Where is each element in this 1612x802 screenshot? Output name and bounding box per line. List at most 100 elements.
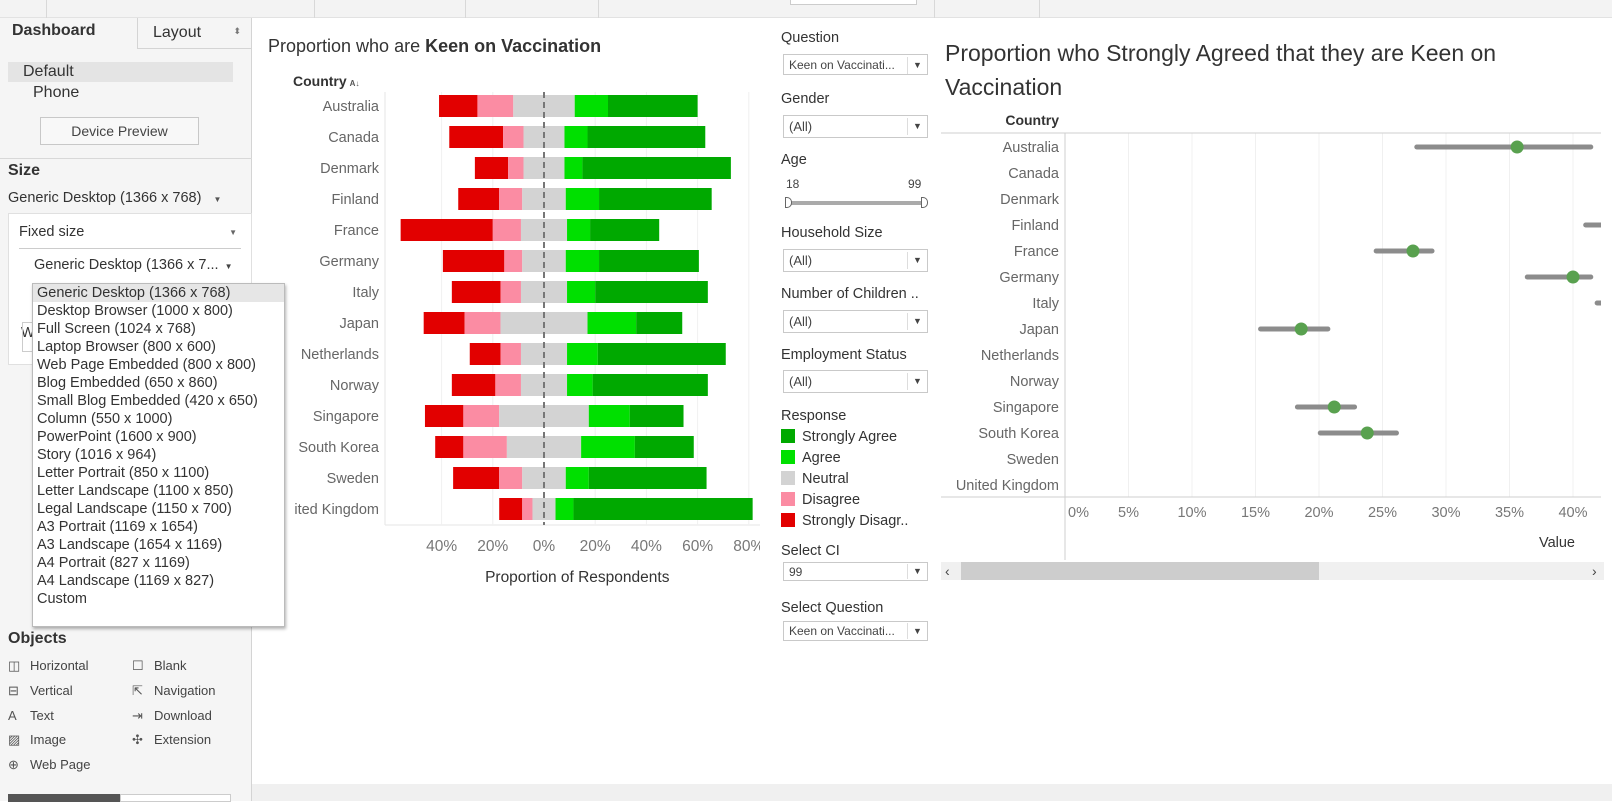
size-option[interactable]: Custom <box>37 591 87 607</box>
age-max-handle[interactable] <box>921 197 928 208</box>
gender-dropdown[interactable]: (All) ▼ <box>783 115 928 138</box>
bar-disagree <box>499 467 523 489</box>
chevron-down-icon: ▼ <box>907 57 927 74</box>
age-min-handle[interactable] <box>785 197 792 208</box>
point-estimate <box>1360 426 1374 440</box>
country-label: Singapore <box>313 409 379 425</box>
download-icon: ⇥ <box>132 707 143 723</box>
x-axis-title: Proportion of Respondents <box>485 569 670 586</box>
size-option[interactable]: Generic Desktop (1366 x 768) <box>33 284 284 302</box>
size-option[interactable]: A3 Portrait (1169 x 1654) <box>37 519 198 535</box>
bar-agree <box>564 126 588 148</box>
legend-item-agree[interactable]: Agree <box>781 450 841 466</box>
bar-agree <box>567 281 596 303</box>
size-mode-select[interactable]: Fixed size ▼ <box>19 224 241 249</box>
bar-agree <box>555 498 574 520</box>
size-option[interactable]: Legal Landscape (1150 x 700) <box>37 501 232 517</box>
bar-strongly-disagree <box>451 374 496 396</box>
bar-strongly-agree <box>634 436 694 458</box>
size-option[interactable]: A4 Landscape (1169 x 827) <box>37 573 215 589</box>
x-tick-label: 20% <box>580 538 611 555</box>
country-label: Netherlands <box>301 347 379 363</box>
bottom-strip <box>252 784 1612 801</box>
country-label: Italy <box>1032 296 1059 312</box>
object-blank[interactable]: ☐ Blank <box>132 658 187 674</box>
country-label: Sweden <box>1007 452 1059 468</box>
bar-strongly-agree <box>599 250 699 272</box>
tab-layout-label: Layout <box>153 24 202 41</box>
bar-strongly-disagree <box>442 250 505 272</box>
tab-layout[interactable]: Layout ⬍ <box>137 18 252 49</box>
chevron-down-icon: ▼ <box>907 373 927 390</box>
legend-item-neutral[interactable]: Neutral <box>781 471 849 487</box>
size-option[interactable]: Letter Landscape (1100 x 850) <box>37 483 234 499</box>
size-option[interactable]: Web Page Embedded (800 x 800) <box>37 357 256 373</box>
bar-strongly-disagree <box>453 467 500 489</box>
sort-az-icon[interactable]: A↓ <box>349 79 360 88</box>
top-toolbar <box>0 0 1612 18</box>
country-label: Denmark <box>320 161 380 177</box>
device-phone[interactable]: Phone <box>33 84 80 101</box>
bar-strongly-agree <box>595 281 708 303</box>
tab-dashboard[interactable]: Dashboard <box>12 22 96 39</box>
bar-strongly-disagree <box>474 157 509 179</box>
size-option[interactable]: PowerPoint (1600 x 900) <box>37 429 197 445</box>
object-navigation[interactable]: ⇱ Navigation <box>132 683 215 699</box>
vertical-container-icon: ⊟ <box>8 682 19 698</box>
legend-label: Neutral <box>802 471 849 487</box>
size-option[interactable]: Story (1016 x 964) <box>37 447 157 463</box>
question-dropdown[interactable]: Keen on Vaccinati... ▼ <box>783 54 928 75</box>
size-option[interactable]: Full Screen (1024 x 768) <box>37 321 196 337</box>
sidebar-bottom-tab-active[interactable] <box>8 794 120 802</box>
object-extension[interactable]: ✣ Extension <box>132 732 211 748</box>
device-preview-button[interactable]: Device Preview <box>40 117 199 145</box>
age-slider-track[interactable] <box>788 201 926 205</box>
bar-disagree <box>492 219 521 241</box>
size-option[interactable]: Blog Embedded (650 x 860) <box>37 375 218 391</box>
legend-label: Strongly Agree <box>802 429 898 445</box>
x-tick-label: 25% <box>1368 505 1397 521</box>
object-label: Text <box>30 707 54 723</box>
bar-strongly-agree <box>587 126 706 148</box>
bar-disagree <box>504 250 523 272</box>
size-option[interactable]: Desktop Browser (1000 x 800) <box>37 303 233 319</box>
object-download[interactable]: ⇥ Download <box>132 708 212 724</box>
bar-strongly-agree <box>590 219 660 241</box>
legend-item-strongly-agree[interactable]: Strongly Agree <box>781 429 897 445</box>
size-option[interactable]: Column (550 x 1000) <box>37 411 173 427</box>
object-vertical[interactable]: ⊟ Vertical <box>8 683 73 699</box>
size-option[interactable]: A4 Portrait (827 x 1169) <box>37 555 190 571</box>
size-dropdown[interactable]: Generic Desktop (1366 x 768) ▼ <box>8 190 221 206</box>
size-option[interactable]: A3 Landscape (1654 x 1169) <box>37 537 223 553</box>
legend-item-disagree[interactable]: Disagree <box>781 492 860 508</box>
size-option[interactable]: Letter Portrait (850 x 1100) <box>37 465 210 481</box>
size-options-list[interactable]: Generic Desktop (1366 x 768) Desktop Brow… <box>32 283 285 627</box>
object-label: Horizontal <box>30 658 89 673</box>
country-header[interactable]: Country A↓ <box>293 73 359 89</box>
children-value: (All) <box>789 314 813 329</box>
children-dropdown[interactable]: (All) ▼ <box>783 310 928 333</box>
country-label: Finland <box>331 192 379 208</box>
object-text[interactable]: A Text <box>8 708 54 723</box>
legend-item-strongly-disagr-[interactable]: Strongly Disagr.. <box>781 513 908 529</box>
size-option[interactable]: Laptop Browser (800 x 600) <box>37 339 216 355</box>
ci-dropdown[interactable]: 99 ▼ <box>783 562 928 581</box>
object-horizontal[interactable]: ◫ Horizontal <box>8 658 89 674</box>
household-dropdown[interactable]: (All) ▼ <box>783 249 928 272</box>
device-default[interactable]: Default <box>8 62 233 82</box>
employment-dropdown[interactable]: (All) ▼ <box>783 370 928 393</box>
select-question-dropdown[interactable]: Keen on Vaccinati... ▼ <box>783 621 928 641</box>
size-value: Generic Desktop (1366 x 768) <box>8 190 202 206</box>
bar-strongly-agree <box>629 405 684 427</box>
country-label: South Korea <box>978 426 1060 442</box>
bar-agree <box>564 157 583 179</box>
chevron-down-icon: ▼ <box>224 262 233 271</box>
bar-agree <box>565 188 600 210</box>
size-option[interactable]: Small Blog Embedded (420 x 650) <box>37 393 258 409</box>
bar-disagree <box>503 126 524 148</box>
object-web-page[interactable]: ⊕ Web Page <box>8 757 90 773</box>
object-image[interactable]: ▨ Image <box>8 732 66 748</box>
horizontal-container-icon: ◫ <box>8 658 21 673</box>
size-preset-select[interactable]: Generic Desktop (1366 x 7... ▼ <box>34 257 233 273</box>
legend-swatch <box>781 492 795 506</box>
